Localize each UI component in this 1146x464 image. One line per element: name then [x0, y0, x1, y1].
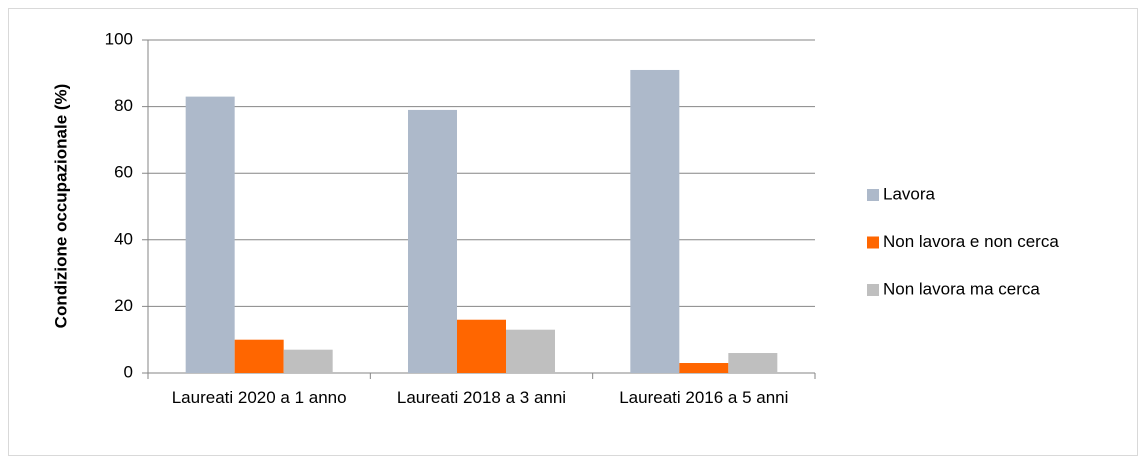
y-tick-label: 100: [105, 29, 133, 48]
bar: [728, 353, 778, 373]
legend-swatch: [867, 284, 879, 296]
y-tick-label: 60: [114, 163, 133, 182]
legend-label: Non lavora e non cerca: [883, 232, 1059, 251]
legend-swatch: [867, 236, 879, 249]
y-tick-label: 80: [114, 96, 133, 115]
bar: [185, 96, 235, 374]
x-tick-label: Laureati 2020 a 1 anno: [171, 388, 347, 407]
y-tick-label: 0: [124, 362, 133, 381]
bar: [408, 109, 457, 374]
y-axis-label: Condizione occupazionale (%): [51, 84, 70, 329]
bar: [457, 319, 506, 373]
legend-label: Non lavora ma cerca: [883, 279, 1040, 298]
y-tick-label: 40: [114, 229, 133, 248]
legend-label: Lavora: [883, 184, 936, 203]
x-tick-label: Laureati 2018 a 3 anni: [396, 388, 567, 407]
bar: [630, 69, 680, 373]
bar: [679, 363, 729, 373]
bar: [506, 329, 555, 373]
legend-swatch: [867, 189, 879, 201]
y-tick-label: 20: [114, 296, 133, 315]
x-tick-label: Laureati 2016 a 5 anni: [619, 388, 789, 407]
bar: [283, 349, 333, 373]
bar: [234, 339, 284, 373]
